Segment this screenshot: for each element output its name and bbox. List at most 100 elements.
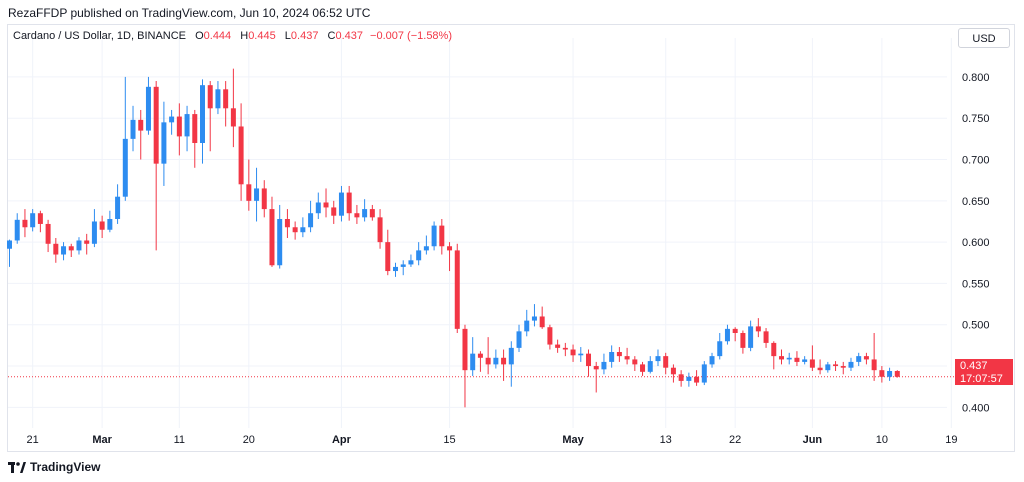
candle-body <box>524 320 530 332</box>
candle-body <box>647 361 653 372</box>
candle <box>748 320 754 352</box>
candle <box>647 356 653 374</box>
candle <box>184 105 190 152</box>
candle <box>863 352 869 365</box>
candle-body <box>346 192 352 214</box>
candle-body <box>53 243 59 255</box>
candle-body <box>308 213 314 228</box>
open-value: 0.444 <box>203 30 232 42</box>
candle <box>254 167 260 222</box>
candle <box>362 199 368 222</box>
candle-body <box>369 209 375 218</box>
candle-body <box>354 213 360 218</box>
candle-body <box>315 202 321 214</box>
candle <box>115 184 121 224</box>
candle-body <box>779 356 784 360</box>
candle-body <box>99 221 105 230</box>
candle-body <box>871 359 877 371</box>
candle <box>439 219 445 255</box>
time-axis: 21 Mar 11 20 Apr 15 May 13 22 Jun 10 19 <box>27 434 958 446</box>
candle <box>848 357 854 371</box>
candle <box>485 337 491 375</box>
candle <box>879 366 885 383</box>
candle-body <box>686 376 692 381</box>
candle <box>45 219 51 253</box>
candle-body <box>755 326 761 332</box>
time-tick-label: 22 <box>729 434 741 446</box>
candle-body <box>678 374 684 381</box>
candle <box>7 239 12 267</box>
candle-body <box>879 370 885 377</box>
candle-body <box>115 196 121 219</box>
candle <box>840 361 846 375</box>
candle <box>786 352 792 365</box>
candle-body <box>284 219 290 228</box>
candle <box>215 81 221 115</box>
price-tick-label: 0.750 <box>962 113 990 125</box>
candle-body <box>470 353 476 371</box>
tradingview-logo[interactable]: TradingView <box>8 460 100 474</box>
candle <box>694 370 700 386</box>
time-tick-label: 15 <box>443 434 455 446</box>
candle <box>501 349 507 381</box>
candle <box>238 103 244 201</box>
candle <box>601 353 607 375</box>
candle <box>261 180 267 218</box>
candle-body <box>894 371 900 377</box>
candle-body <box>555 344 561 348</box>
candle <box>724 324 730 345</box>
candle <box>200 79 205 164</box>
candle-body <box>393 266 398 272</box>
candle <box>138 109 144 160</box>
candle <box>369 204 375 221</box>
candle-layer <box>7 68 900 408</box>
candle <box>578 347 584 362</box>
candle-body <box>840 366 846 368</box>
time-tick-label: 19 <box>945 434 957 446</box>
candle <box>887 367 893 381</box>
candle <box>802 356 808 365</box>
time-tick-label: Jun <box>803 434 823 446</box>
candle <box>169 109 175 135</box>
currency-button[interactable]: USD <box>958 28 1010 48</box>
candle-body <box>640 364 646 372</box>
candle <box>894 370 900 378</box>
candle <box>84 233 90 255</box>
candle-body <box>601 361 607 370</box>
candle-body <box>122 138 128 197</box>
time-tick-label: 20 <box>243 434 255 446</box>
symbol-title: Cardano / US Dollar, 1D, BINANCE <box>13 30 187 42</box>
candle-body <box>292 227 298 233</box>
candle-body <box>462 328 468 371</box>
candle <box>609 345 615 368</box>
candle <box>416 242 422 266</box>
candle <box>377 209 383 249</box>
candle-body <box>130 119 136 139</box>
candle <box>223 81 229 127</box>
candle-body <box>848 361 854 368</box>
last-price-tag: 0.437 17:07:57 <box>955 359 1013 385</box>
candle-body <box>609 352 615 362</box>
candle-body <box>809 359 815 368</box>
open-label: O <box>195 30 204 42</box>
candle <box>269 196 275 267</box>
bar-countdown: 17:07:57 <box>960 373 1003 385</box>
candle <box>53 238 59 263</box>
candle <box>562 342 568 357</box>
candle <box>477 351 483 372</box>
time-tick-label: 21 <box>27 434 39 446</box>
candle-body <box>516 331 522 348</box>
candle-body <box>586 353 591 367</box>
candle-body <box>593 366 599 370</box>
candle-body <box>740 333 746 348</box>
time-tick-label: Apr <box>332 434 352 446</box>
price-tick-label: 0.700 <box>962 155 990 167</box>
candle-body <box>794 357 800 362</box>
price-tick-label: 0.600 <box>962 237 990 249</box>
candle <box>161 101 167 186</box>
candle-body <box>300 227 306 233</box>
candle <box>493 349 499 369</box>
candle-body <box>107 219 113 230</box>
candle-body <box>408 260 414 265</box>
